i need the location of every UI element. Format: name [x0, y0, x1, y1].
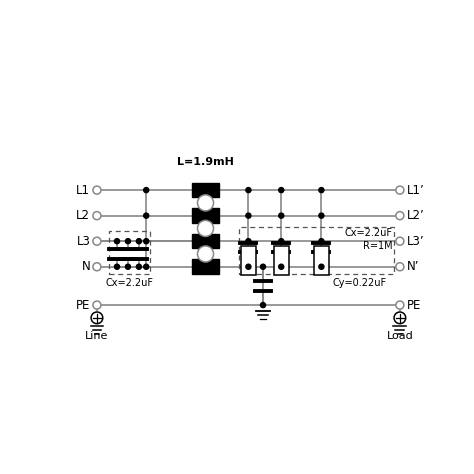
Circle shape	[126, 264, 130, 269]
Circle shape	[396, 237, 404, 245]
Circle shape	[396, 211, 404, 219]
Circle shape	[260, 264, 265, 269]
Circle shape	[114, 238, 119, 244]
Text: Cx=2.2uF
R=1M: Cx=2.2uF R=1M	[345, 228, 392, 252]
Circle shape	[319, 238, 324, 244]
Text: Cy=0.22uF: Cy=0.22uF	[332, 278, 386, 288]
Text: L3’: L3’	[406, 235, 424, 248]
Bar	[192, 234, 219, 248]
Text: L1’: L1’	[406, 183, 424, 197]
Circle shape	[126, 238, 130, 244]
Text: L=1.9mH: L=1.9mH	[177, 157, 234, 167]
Circle shape	[396, 186, 404, 194]
Text: N’: N’	[406, 260, 419, 273]
Circle shape	[246, 188, 251, 192]
Circle shape	[93, 186, 101, 194]
Circle shape	[93, 211, 101, 219]
Text: L1: L1	[76, 183, 91, 197]
Circle shape	[93, 237, 101, 245]
Bar	[192, 183, 219, 197]
Circle shape	[137, 238, 141, 244]
Text: PE: PE	[406, 299, 421, 311]
Circle shape	[93, 263, 101, 271]
Bar	[274, 246, 289, 275]
Text: Load: Load	[386, 331, 413, 341]
Circle shape	[279, 213, 284, 218]
Circle shape	[198, 195, 214, 211]
Circle shape	[93, 301, 101, 309]
Circle shape	[246, 213, 251, 218]
Circle shape	[137, 264, 141, 269]
Circle shape	[144, 213, 149, 218]
Circle shape	[114, 264, 119, 269]
Bar	[192, 209, 219, 223]
Circle shape	[319, 188, 324, 192]
Circle shape	[91, 312, 103, 324]
Circle shape	[319, 213, 324, 218]
Text: N: N	[82, 260, 91, 273]
Circle shape	[394, 312, 406, 324]
Circle shape	[198, 246, 214, 262]
Circle shape	[246, 238, 251, 244]
Text: Line: Line	[85, 331, 109, 341]
Bar	[192, 259, 219, 274]
Text: PE: PE	[76, 299, 91, 311]
Bar	[314, 246, 328, 275]
Circle shape	[396, 301, 404, 309]
Circle shape	[319, 264, 324, 269]
Bar	[241, 246, 255, 275]
Circle shape	[198, 220, 214, 237]
Text: Cx=2.2uF: Cx=2.2uF	[105, 278, 153, 288]
Text: L2’: L2’	[406, 209, 424, 222]
Circle shape	[279, 238, 284, 244]
Circle shape	[279, 188, 284, 192]
Circle shape	[260, 302, 265, 308]
Text: L3: L3	[76, 235, 91, 248]
Text: L2: L2	[76, 209, 91, 222]
Circle shape	[396, 263, 404, 271]
Circle shape	[279, 264, 284, 269]
Circle shape	[246, 264, 251, 269]
Circle shape	[144, 264, 149, 269]
Circle shape	[144, 188, 149, 192]
Circle shape	[144, 238, 149, 244]
